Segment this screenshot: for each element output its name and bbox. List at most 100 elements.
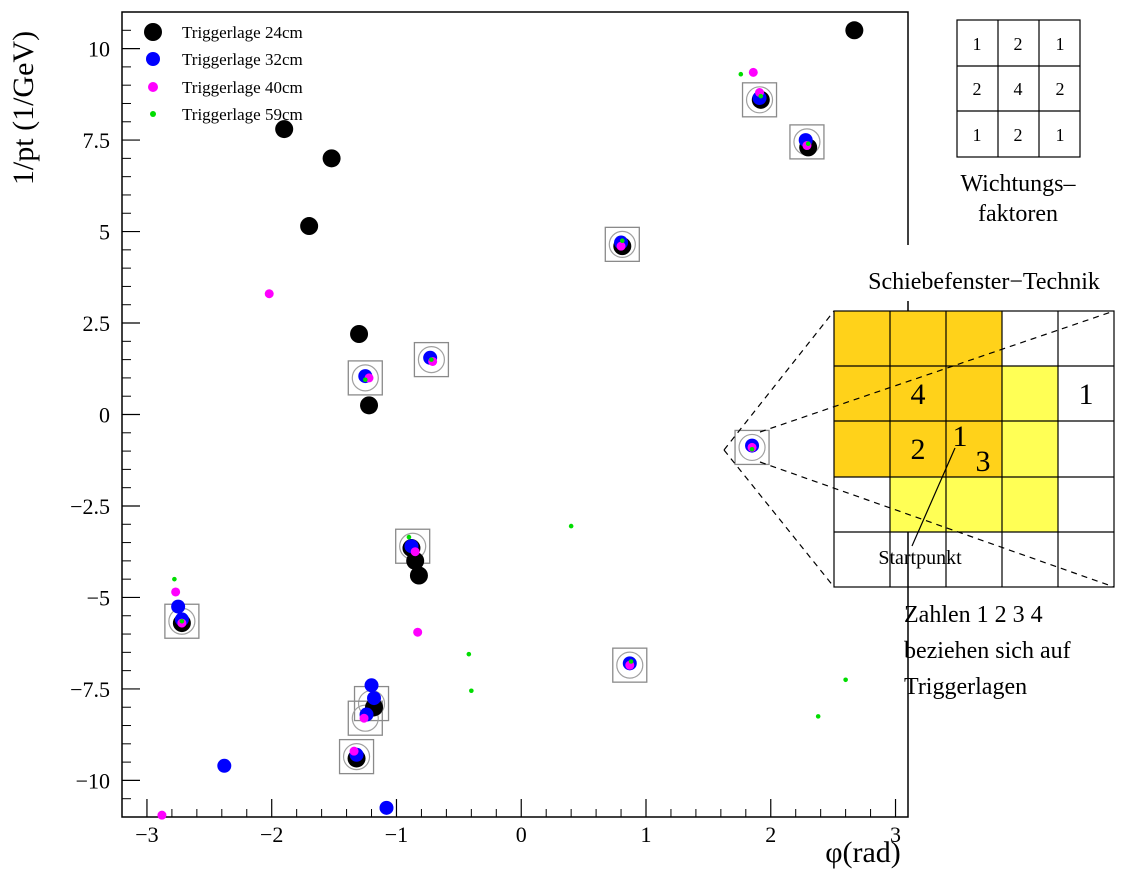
point-40cm (413, 627, 423, 637)
point-59cm (758, 93, 764, 99)
start-point-label: Startpunkt (878, 547, 962, 569)
window-note-line2: beziehen sich auf (904, 638, 1071, 664)
weight-cell: 2 (1014, 125, 1023, 145)
weight-cell: 4 (1014, 79, 1023, 99)
point-59cm (738, 71, 744, 77)
cluster-box (338, 738, 375, 775)
point-59cm (568, 523, 574, 529)
legend-marker-24cm (144, 23, 162, 41)
x-tick-label: 3 (890, 822, 901, 847)
window-cell-label: 3 (976, 445, 991, 478)
point-59cm (179, 618, 185, 624)
cluster-ring (608, 230, 636, 258)
point-59cm (469, 688, 474, 694)
point-59cm (466, 651, 472, 657)
cluster-ring (351, 364, 379, 392)
point-40cm (616, 241, 626, 251)
weight-cell: 1 (973, 34, 982, 54)
y-tick-label: −7.5 (70, 677, 110, 702)
weight-cell: 2 (1056, 79, 1065, 99)
legend-marker-59cm (150, 111, 156, 117)
point-59cm (628, 659, 634, 664)
weight-cell: 1 (1056, 34, 1065, 54)
x-axis-label: φ(rad) (825, 836, 901, 869)
window-technique-panel: Schiebefenster−Technik 4 1 2 1 3 (723, 245, 1136, 700)
point-59cm (406, 534, 412, 540)
y-axis-label: 1/pt (1/GeV) (7, 31, 40, 185)
point-24cm (350, 325, 369, 343)
cluster-ring (417, 346, 446, 374)
weight-cell: 1 (1056, 125, 1065, 145)
x-tick-label: 1 (641, 822, 652, 847)
point-59cm (429, 357, 434, 362)
point-40cm (410, 547, 420, 557)
point-32cm (379, 800, 394, 815)
point-32cm (217, 758, 232, 773)
weight-cell: 2 (973, 79, 982, 99)
x-tick-label: 0 (516, 822, 527, 847)
legend-label-40cm: Triggerlage 40cm (182, 78, 303, 97)
legend: Triggerlage 24cm Triggerlage 32cm Trigge… (144, 23, 303, 124)
y-tick-label: 5 (99, 220, 110, 245)
window-cell-label: 2 (911, 433, 926, 466)
window-cell-label: 1 (1079, 378, 1094, 411)
point-59cm (619, 238, 625, 243)
zoom-lines (723, 310, 1115, 588)
cluster-box (734, 429, 770, 466)
x-tick-label: 2 (765, 822, 776, 847)
legend-marker-40cm (148, 82, 158, 92)
legend-label-59cm: Triggerlage 59cm (182, 105, 303, 124)
cluster-box (741, 82, 778, 118)
point-32cm (171, 599, 186, 614)
cluster-box (347, 700, 383, 736)
point-24cm (360, 396, 379, 415)
window-cell-label: 1 (953, 420, 968, 453)
y-tick-label: 2.5 (83, 311, 111, 336)
point-24cm (275, 120, 294, 139)
weights-caption-line2: faktoren (978, 201, 1058, 227)
x-tick-label: −3 (135, 822, 158, 847)
point-40cm (748, 67, 758, 77)
window-note-line3: Triggerlagen (904, 674, 1027, 700)
cluster-ring (745, 86, 774, 114)
weight-cell: 1 (973, 125, 982, 145)
start-pointer-line (911, 447, 956, 547)
point-24cm (300, 217, 319, 236)
window-grid (833, 310, 1115, 588)
x-tick-label: −2 (260, 822, 283, 847)
point-40cm (349, 746, 359, 756)
cluster-box (604, 226, 640, 263)
point-24cm (322, 149, 341, 168)
weights-panel: 1 2 1 2 4 2 1 2 1 Wichtungs– faktoren (956, 19, 1081, 227)
cluster-box (413, 341, 450, 378)
point-24cm (409, 566, 428, 585)
window-orange-region (834, 311, 1002, 477)
point-59cm (362, 377, 368, 383)
point-40cm (264, 289, 274, 299)
y-tick-label: 10 (88, 37, 110, 62)
point-59cm (172, 576, 177, 582)
weight-cell: 2 (1014, 34, 1023, 54)
point-40cm (171, 587, 181, 597)
point-32cm (364, 678, 379, 693)
window-technique-title: Schiebefenster−Technik (868, 269, 1100, 295)
cluster-box (347, 360, 383, 396)
point-40cm (157, 810, 167, 820)
cluster-ring (616, 651, 644, 679)
y-tick-label: −5 (87, 585, 110, 610)
window-note-line1: Zahlen 1 2 3 4 (904, 602, 1043, 628)
point-59cm (843, 677, 848, 683)
point-59cm (815, 714, 821, 719)
window-cell-label: 4 (911, 378, 926, 411)
cluster-box (612, 647, 648, 683)
y-tick-label: −2.5 (70, 494, 110, 519)
point-59cm (749, 446, 755, 452)
cluster-box (789, 124, 825, 160)
y-tick-label: −10 (76, 768, 110, 793)
point-32cm (367, 691, 382, 706)
point-59cm (805, 141, 811, 147)
legend-label-32cm: Triggerlage 32cm (182, 50, 303, 69)
point-40cm (359, 713, 369, 723)
